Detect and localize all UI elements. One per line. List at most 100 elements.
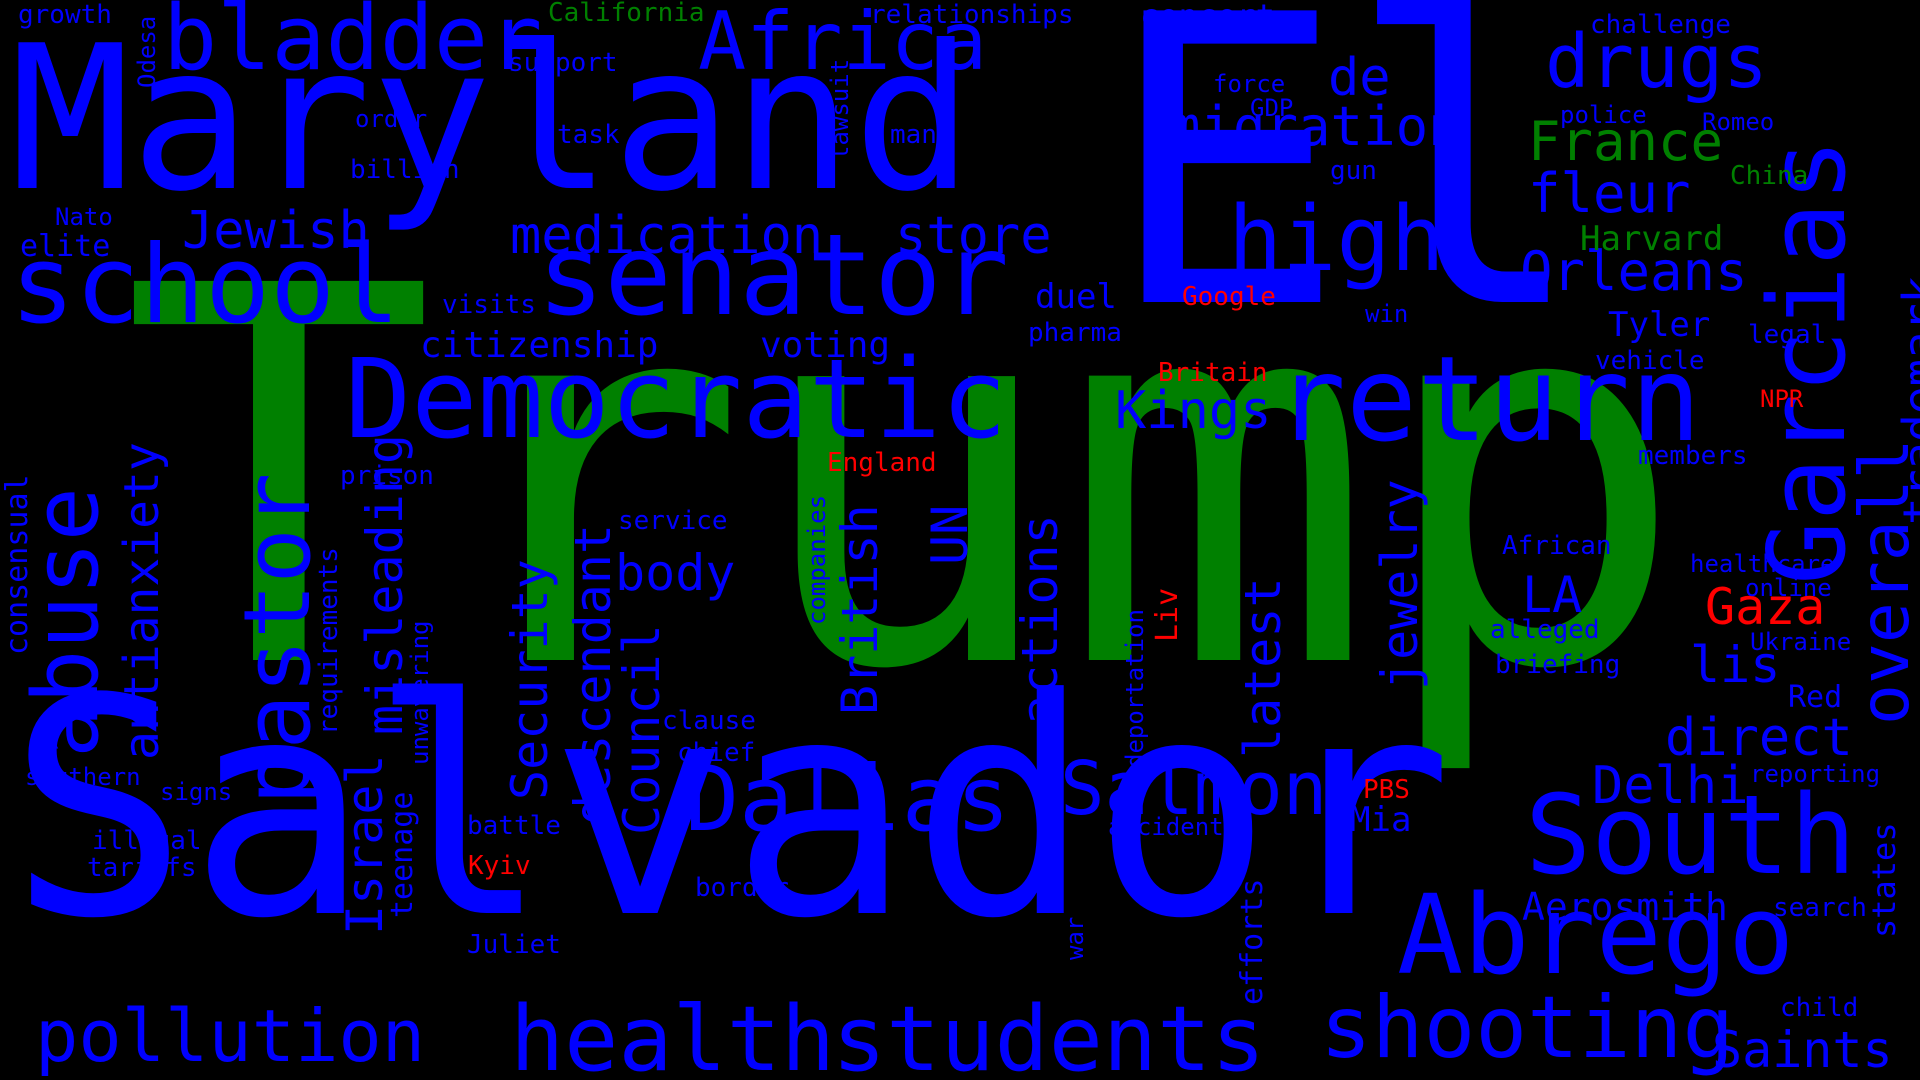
- word-order: order: [355, 105, 428, 133]
- word-tyler: Tyler: [1608, 305, 1711, 345]
- word-romeo: Romeo: [1702, 108, 1775, 136]
- word-chief: chief: [677, 738, 756, 768]
- word-shooting: shooting: [1320, 978, 1735, 1078]
- word-china: China: [1730, 161, 1809, 191]
- word-gdp: GDP: [1250, 94, 1294, 122]
- word-briefing: briefing: [1495, 650, 1621, 680]
- word-store: store: [895, 206, 1052, 266]
- word-win: win: [1365, 300, 1409, 328]
- word-illegal: illegal: [92, 826, 202, 856]
- word-teenage: teenage: [385, 791, 420, 918]
- word-healthcare: healthcare: [1690, 550, 1835, 578]
- word-britain: Britain: [1158, 358, 1268, 388]
- word-school: school: [10, 223, 401, 348]
- word-battle: battle: [467, 811, 561, 841]
- word-mia: Mia: [1350, 800, 1412, 840]
- word-trump: Trump: [122, 177, 1688, 783]
- word-return: return: [1275, 330, 1702, 468]
- word-concert: concert: [1140, 0, 1275, 35]
- word-npr: NPR: [1760, 385, 1804, 413]
- word-tariffs: tariffs: [87, 853, 197, 883]
- word-de: de: [1328, 48, 1391, 108]
- word-child: child: [1780, 993, 1859, 1023]
- word-consensual: consensual: [0, 474, 35, 655]
- word-descendant: descendant: [564, 523, 622, 825]
- word-latest: latest: [1234, 577, 1292, 758]
- word-support: support: [508, 48, 618, 78]
- word-salvador: Salvador: [8, 635, 1453, 984]
- word-africa: Africa: [698, 0, 987, 88]
- word-task: task: [557, 120, 620, 150]
- word-man: man: [890, 120, 937, 150]
- word-health: health: [510, 987, 836, 1080]
- word-billion: billion: [350, 155, 460, 185]
- word-gaza: Gaza: [1705, 578, 1826, 636]
- word-la: LA: [1522, 566, 1583, 624]
- word-efforts: efforts: [1235, 878, 1270, 1005]
- word-pharma: pharma: [1028, 318, 1122, 348]
- word-prison: prison: [340, 461, 434, 491]
- word-reporting: reporting: [1750, 760, 1881, 788]
- word-council: Council: [613, 624, 671, 835]
- word-search: search: [1773, 893, 1867, 923]
- word-unwavering: unwavering: [406, 620, 434, 766]
- word-gun: gun: [1330, 156, 1377, 186]
- word-dallas: Dallas: [685, 747, 1011, 852]
- word-online: online: [1745, 574, 1832, 602]
- word-liv: Liv: [1150, 587, 1185, 642]
- word-relationships: relationships: [870, 0, 1074, 30]
- word-citizenship: citizenship: [420, 325, 659, 366]
- word-signs: signs: [160, 778, 233, 806]
- word-jewish: Jewish: [182, 201, 370, 261]
- word-migration: migration: [1168, 95, 1461, 158]
- word-harvard: Harvard: [1580, 219, 1724, 259]
- word-growth: growth: [18, 0, 112, 30]
- word-british: British: [831, 504, 889, 715]
- word-drugs: drugs: [1545, 19, 1768, 105]
- word-california: California: [548, 0, 705, 28]
- word-abuse: abuse: [14, 487, 119, 758]
- word-body: body: [615, 544, 736, 602]
- word-orleans: Orleans: [1520, 240, 1748, 303]
- word-google: Google: [1182, 282, 1276, 312]
- word-odesa: Odesa: [133, 15, 161, 88]
- word-pbs: PBS: [1363, 775, 1410, 805]
- word-nato: Nato: [55, 203, 113, 231]
- word-voting: voting: [760, 325, 891, 366]
- word-ukraine: Ukraine: [1750, 628, 1852, 656]
- word-aerosmith: Aerosmith: [1522, 885, 1728, 929]
- word-pollution: pollution: [35, 994, 426, 1078]
- word-challenge: challenge: [1590, 10, 1731, 40]
- word-democratic: Democratic: [345, 335, 1008, 463]
- word-clause: clause: [662, 706, 756, 736]
- word-pastor: pastor: [224, 472, 331, 805]
- word-deportation: deportation: [1121, 609, 1149, 768]
- word-elite: elite: [20, 229, 111, 264]
- word-actions: actions: [1011, 514, 1069, 725]
- word-england: England: [827, 448, 937, 478]
- word-states: states: [1865, 822, 1903, 938]
- word-service: service: [618, 506, 728, 536]
- word-vehicle: vehicle: [1595, 346, 1705, 376]
- word-delhi: Delhi: [1592, 756, 1749, 816]
- word-abrego: Abrego: [1397, 871, 1795, 999]
- word-kyiv: Kyiv: [468, 851, 531, 881]
- word-israel: Israel: [336, 754, 394, 935]
- word-saints: Saints: [1712, 1021, 1893, 1079]
- word-members: members: [1638, 441, 1748, 471]
- word-trademark: trademark: [1893, 275, 1920, 525]
- word-duel: duel: [1035, 277, 1117, 317]
- word-high: high: [1228, 187, 1445, 292]
- word-war: war: [1061, 916, 1089, 960]
- word-border: border: [695, 873, 789, 903]
- word-maryland: Maryland: [10, 3, 974, 236]
- word-lis: lis: [1690, 636, 1781, 694]
- word-direct: direct: [1665, 708, 1853, 768]
- word-red: Red: [1788, 680, 1843, 715]
- word-students: students: [832, 987, 1266, 1080]
- word-alleged: alleged: [1490, 615, 1600, 645]
- word-requirements: requirements: [314, 547, 344, 735]
- word-force: force: [1213, 70, 1286, 98]
- word-salmon: Salmon: [1060, 746, 1328, 832]
- word-legal: legal: [1748, 320, 1827, 350]
